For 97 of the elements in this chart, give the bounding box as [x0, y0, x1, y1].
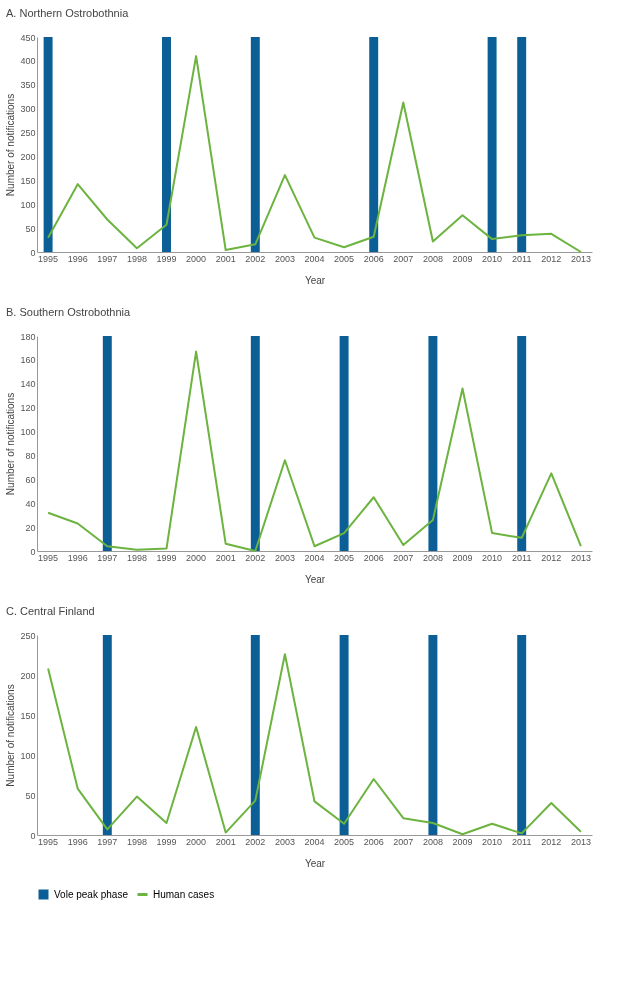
y-tick-label: 100 [20, 427, 36, 438]
y-tick-label: 20 [25, 522, 36, 533]
y-tick-label: 180 [20, 331, 36, 342]
y-tick-label: 250 [20, 630, 36, 641]
x-tick-label: 2007 [393, 552, 414, 563]
x-tick-label: 2001 [215, 836, 236, 847]
x-tick-label: 2006 [363, 253, 384, 264]
x-tick-label: 1999 [156, 552, 177, 563]
x-tick-label: 2002 [245, 836, 266, 847]
x-tick-label: 2004 [304, 253, 325, 264]
x-tick-label: 2012 [541, 552, 562, 563]
x-tick-label: 1998 [126, 552, 147, 563]
legend-label: Human cases [153, 888, 215, 900]
x-tick-label: 2006 [363, 552, 384, 563]
chart-title: C. Central Finland [5, 605, 95, 617]
chart-title: B. Southern Ostrobothnia [5, 306, 131, 318]
x-tick-label: 2008 [422, 836, 443, 847]
x-tick-label: 2000 [186, 836, 207, 847]
line-series [47, 350, 582, 552]
y-tick-label: 350 [20, 80, 36, 91]
x-tick-label: 1997 [97, 253, 118, 264]
y-axis-title: Number of notifications [5, 93, 17, 197]
x-tick-label: 2010 [482, 836, 503, 847]
x-tick-label: 2000 [186, 552, 207, 563]
y-tick-label: 120 [20, 403, 36, 414]
x-tick-label: 2012 [541, 253, 562, 264]
x-tick-label: 2012 [541, 836, 562, 847]
x-tick-label: 2013 [570, 836, 591, 847]
x-tick-label: 2013 [570, 253, 591, 264]
x-tick-label: 1997 [97, 552, 118, 563]
x-tick-label: 2013 [570, 552, 591, 563]
x-tick-label: 1997 [97, 836, 118, 847]
y-tick-label: 80 [25, 450, 36, 461]
x-tick-label: 1995 [38, 253, 59, 264]
x-axis-title: Year [304, 274, 326, 286]
x-tick-label: 2009 [452, 253, 473, 264]
y-tick-label: 100 [20, 750, 36, 761]
y-axis-title: Number of notifications [5, 684, 17, 787]
y-tick-label: 60 [25, 474, 36, 485]
line-series [47, 653, 582, 836]
x-tick-label: 1999 [156, 836, 177, 847]
y-tick-label: 300 [20, 104, 36, 115]
x-tick-label: 2007 [393, 253, 414, 264]
x-tick-label: 1998 [126, 836, 147, 847]
y-tick-label: 450 [20, 32, 36, 43]
y-tick-label: 150 [20, 710, 36, 721]
x-tick-label: 2009 [452, 836, 473, 847]
x-tick-label: 2006 [363, 836, 384, 847]
x-tick-label: 1995 [38, 836, 59, 847]
x-tick-label: 2005 [334, 836, 355, 847]
x-tick-label: 2003 [274, 836, 295, 847]
x-tick-label: 2010 [482, 253, 503, 264]
y-tick-label: 200 [20, 151, 36, 162]
y-tick-label: 250 [20, 128, 36, 139]
y-tick-label: 40 [25, 498, 36, 509]
x-tick-label: 2009 [452, 552, 473, 563]
y-tick-label: 50 [25, 790, 36, 801]
y-tick-label: 160 [20, 355, 36, 366]
x-tick-label: 1996 [67, 836, 88, 847]
x-tick-label: 2000 [186, 253, 207, 264]
x-tick-label: 2008 [422, 253, 443, 264]
chart-title: A. Northern Ostrobothnia [5, 7, 130, 19]
x-tick-label: 1995 [38, 552, 59, 563]
x-tick-label: 2005 [334, 552, 355, 563]
x-tick-label: 1999 [156, 253, 177, 264]
x-tick-label: 2011 [512, 253, 532, 264]
y-tick-label: 0 [30, 247, 36, 258]
legend-label: Vole peak phase [54, 888, 129, 900]
y-tick-label: 100 [20, 199, 36, 210]
y-tick-label: 400 [20, 56, 36, 67]
x-tick-label: 2004 [304, 836, 325, 847]
x-tick-label: 2007 [393, 836, 414, 847]
x-axis-title: Year [304, 573, 326, 585]
x-tick-label: 2002 [245, 253, 266, 264]
y-axis-title: Number of notifications [5, 392, 17, 496]
x-tick-label: 2011 [512, 836, 532, 847]
x-tick-label: 1998 [126, 253, 147, 264]
x-tick-label: 2010 [482, 552, 503, 563]
y-tick-label: 150 [20, 175, 36, 186]
x-tick-label: 2005 [334, 253, 355, 264]
x-tick-label: 1996 [67, 552, 88, 563]
y-tick-label: 140 [20, 379, 36, 390]
y-tick-label: 50 [25, 223, 36, 234]
y-tick-label: 200 [20, 670, 36, 681]
x-tick-label: 2001 [215, 253, 236, 264]
x-tick-label: 2003 [274, 552, 295, 563]
y-tick-label: 0 [30, 830, 36, 841]
x-tick-label: 2003 [274, 253, 295, 264]
x-tick-label: 2002 [245, 552, 266, 563]
x-tick-label: 2011 [512, 552, 532, 563]
x-tick-label: 2008 [422, 552, 443, 563]
y-tick-label: 0 [30, 546, 36, 557]
x-tick-label: 2004 [304, 552, 325, 563]
x-tick-label: 1996 [67, 253, 88, 264]
line-series [47, 55, 582, 253]
x-tick-label: 2001 [215, 552, 236, 563]
x-axis-title: Year [304, 857, 326, 869]
